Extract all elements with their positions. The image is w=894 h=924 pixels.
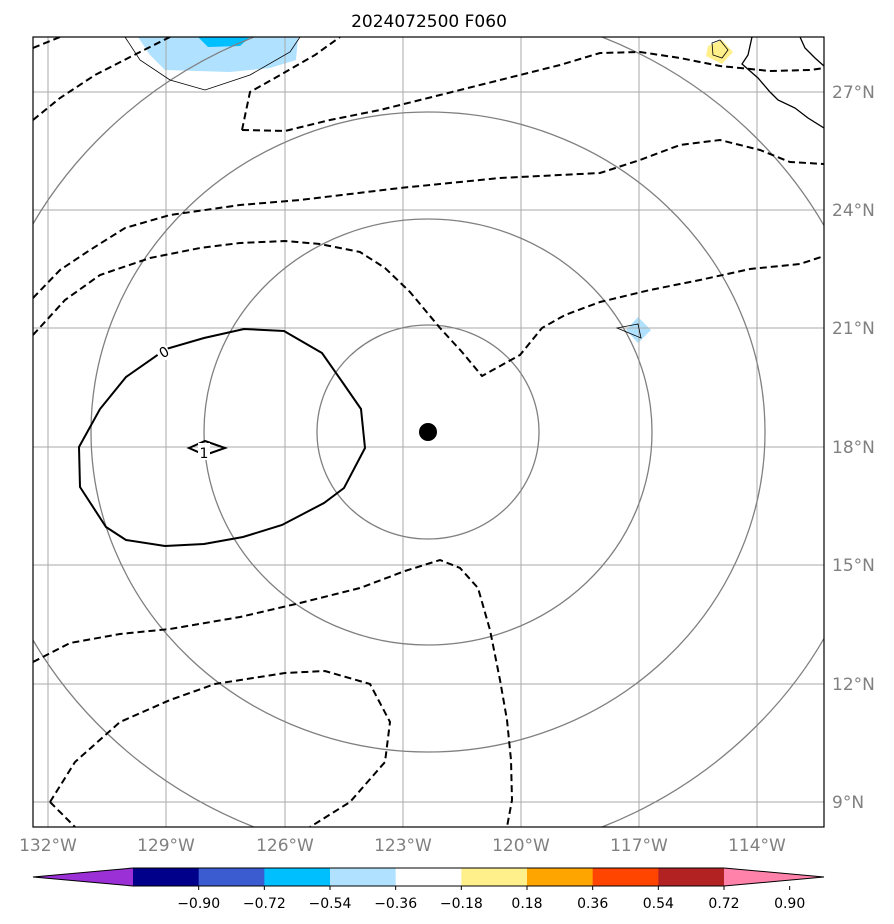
colorbar-segment [527,868,594,886]
colorbar-segment [133,868,200,886]
lat-label: 15°N [832,556,875,576]
lon-label: 129°W [137,836,195,856]
colorbar-tick-label: −0.36 [374,896,417,912]
colorbar-tick-label: −0.90 [177,896,220,912]
lon-label: 126°W [256,836,314,856]
shaded-area-light-blue-top [138,37,298,72]
lon-label: 123°W [374,836,432,856]
coastline [124,37,824,339]
colorbar-outline [32,867,825,887]
colorbar-tick-label: −0.54 [309,896,352,912]
colorbar-tick-label: 0.54 [643,896,674,912]
colorbar-tick-label: 0.36 [577,896,608,912]
contour-label-one: 1 [198,443,210,462]
lon-label: 132°W [19,836,77,856]
colorbar-extend-high [724,868,824,886]
colorbar-segment [658,868,725,886]
dashed-contours [33,37,824,827]
storm-center-marker [419,423,437,441]
colorbar-tick-label: 0.72 [708,896,739,912]
range-rings [33,37,824,827]
svg-text:1: 1 [200,446,209,462]
colorbar-segment [461,868,528,886]
shaded-area-yellow-top-right [706,40,733,64]
lon-label: 117°W [610,836,668,856]
colorbar: −0.90 −0.72 −0.54 −0.36 −0.18 0.18 0.36 0.54 0.7… [32,867,825,912]
solid-contours [77,327,367,548]
map-title: 2024072500 F060 [351,12,507,32]
colorbar-tick-label: −0.18 [440,896,483,912]
graticule [33,37,824,827]
colorbar-segment [395,868,462,886]
colorbar-segment [592,868,659,886]
lat-label: 9°N [832,793,864,813]
colorbar-tick-label: 0.90 [774,896,805,912]
colorbar-segment [264,868,331,886]
map-frame [32,36,825,828]
lon-label: 114°W [728,836,786,856]
lon-label: 120°W [492,836,550,856]
latitude-labels: 27°N 24°N 21°N 18°N 15°N 12°N 9°N [832,83,875,813]
colorbar-segment [198,868,265,886]
colorbar-extend-low [33,868,133,886]
lat-label: 24°N [832,201,875,221]
lat-label: 27°N [832,83,875,103]
contour-label-zero: 0 [153,342,172,363]
lat-label: 12°N [832,675,875,695]
colorbar-segment [330,868,397,886]
longitude-labels: 132°W 129°W 126°W 123°W 120°W 117°W 114°… [19,836,786,856]
colorbar-tick-label: −0.72 [243,896,286,912]
lat-label: 18°N [832,438,875,458]
lat-label: 21°N [832,319,875,339]
colorbar-tick-label: 0.18 [511,896,542,912]
